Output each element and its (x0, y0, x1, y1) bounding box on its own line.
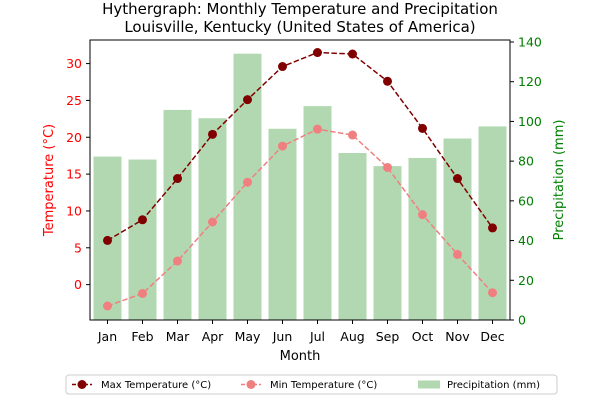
x-tick-label-dec: Dec (480, 329, 504, 344)
y-right-tick-label: 120 (518, 74, 542, 89)
max-temp-point-jun (278, 62, 287, 72)
y-axis-right-label: Precipitation (mm) (552, 120, 567, 241)
max-temp-point-nov (453, 174, 462, 184)
min-temp-point-feb (138, 288, 147, 298)
min-temp-point-nov (453, 249, 462, 259)
chart-title: Hythergraph: Monthly Temperature and Pre… (102, 0, 498, 18)
x-tick-label-jul: Jul (309, 329, 325, 344)
min-temp-point-jul (313, 124, 322, 134)
precipitation-bars (93, 53, 507, 321)
x-tick-label-jun: Jun (272, 329, 293, 344)
precipitation-bar-jul (303, 106, 332, 321)
legend-entry-label: Min Temperature (°C) (270, 380, 377, 391)
min-temp-point-dec (488, 288, 497, 298)
x-tick-label-oct: Oct (412, 329, 434, 344)
y-left-tick-label: 30 (66, 56, 82, 71)
legend-entry-label: Max Temperature (°C) (101, 380, 211, 391)
axes: Jan Feb Mar Apr May Jun Jul Aug Sep Oct Nov Dec 0 5 10… (66, 34, 542, 344)
y-left-tick-label: 5 (74, 240, 82, 255)
legend-swatch-marker (246, 380, 256, 389)
max-temp-point-jul (313, 48, 322, 58)
y-axis-left-label: Temperature (°C) (42, 124, 57, 237)
legend-swatch-marker (77, 380, 87, 389)
max-temp-point-dec (488, 223, 497, 233)
y-right-tick-label: 40 (518, 233, 534, 248)
precipitation-bar-sep (373, 166, 402, 320)
x-axis-label: Month (280, 349, 321, 364)
precipitation-bar-dec (478, 126, 507, 320)
min-temp-line (107, 128, 494, 307)
precipitation-bar-jun (268, 128, 297, 320)
precipitation-bar-nov (443, 138, 472, 320)
min-temp-point-aug (348, 130, 357, 140)
legend-swatch-bar (418, 380, 440, 389)
y-right-tick-label: 20 (518, 273, 534, 288)
precipitation-bar-mar (163, 109, 192, 320)
min-temp-point-oct (418, 210, 427, 220)
y-left-tick-label: 20 (66, 130, 82, 145)
min-temp-point-sep (383, 162, 392, 172)
x-tick-label-sep: Sep (376, 329, 400, 344)
x-tick-label-apr: Apr (202, 329, 224, 344)
min-temp-point-jun (278, 141, 287, 151)
max-temp-point-jan (103, 235, 112, 245)
precipitation-bar-oct (408, 157, 437, 320)
max-temp-point-mar (173, 174, 182, 184)
max-temp-point-apr (208, 129, 217, 139)
max-temp-point-aug (348, 49, 357, 59)
y-right-tick-label: 100 (518, 114, 542, 129)
x-tick-label-nov: Nov (445, 329, 470, 344)
y-left-tick-label: 0 (74, 277, 82, 292)
max-temp-point-sep (383, 76, 392, 86)
x-tick-label-mar: Mar (166, 329, 190, 344)
precipitation-bar-may (233, 53, 262, 321)
x-tick-label-jan: Jan (97, 329, 117, 344)
max-temp-line (107, 51, 494, 242)
precipitation-bar-aug (338, 152, 367, 320)
max-temp-point-may (243, 95, 252, 105)
legend: Max Temperature (°C) Min Temperature (°C)… (65, 374, 558, 395)
chart-subtitle: Louisville, Kentucky (United States of A… (124, 18, 475, 36)
y-right-tick-label: 60 (518, 193, 534, 208)
legend-frame (65, 374, 558, 395)
x-tick-label-feb: Feb (131, 329, 153, 344)
max-temp-point-feb (138, 215, 147, 225)
legend-entry-label: Precipitation (mm) (447, 380, 540, 391)
min-temp-point-jan (103, 301, 112, 311)
min-temp-point-mar (173, 256, 182, 266)
min-temp-point-apr (208, 217, 217, 227)
y-right-tick-label: 140 (518, 34, 542, 49)
y-left-tick-label: 10 (66, 203, 82, 218)
temperature-lines (103, 48, 497, 311)
min-temp-point-may (243, 177, 252, 187)
max-temp-point-oct (418, 123, 427, 133)
y-left-tick-label: 15 (66, 167, 82, 182)
y-right-tick-label: 0 (518, 313, 526, 328)
y-left-tick-label: 25 (66, 93, 82, 108)
x-tick-label-may: May (235, 329, 261, 344)
plot-frame (89, 39, 511, 321)
x-tick-label-aug: Aug (340, 329, 364, 344)
y-right-tick-label: 80 (518, 154, 534, 169)
